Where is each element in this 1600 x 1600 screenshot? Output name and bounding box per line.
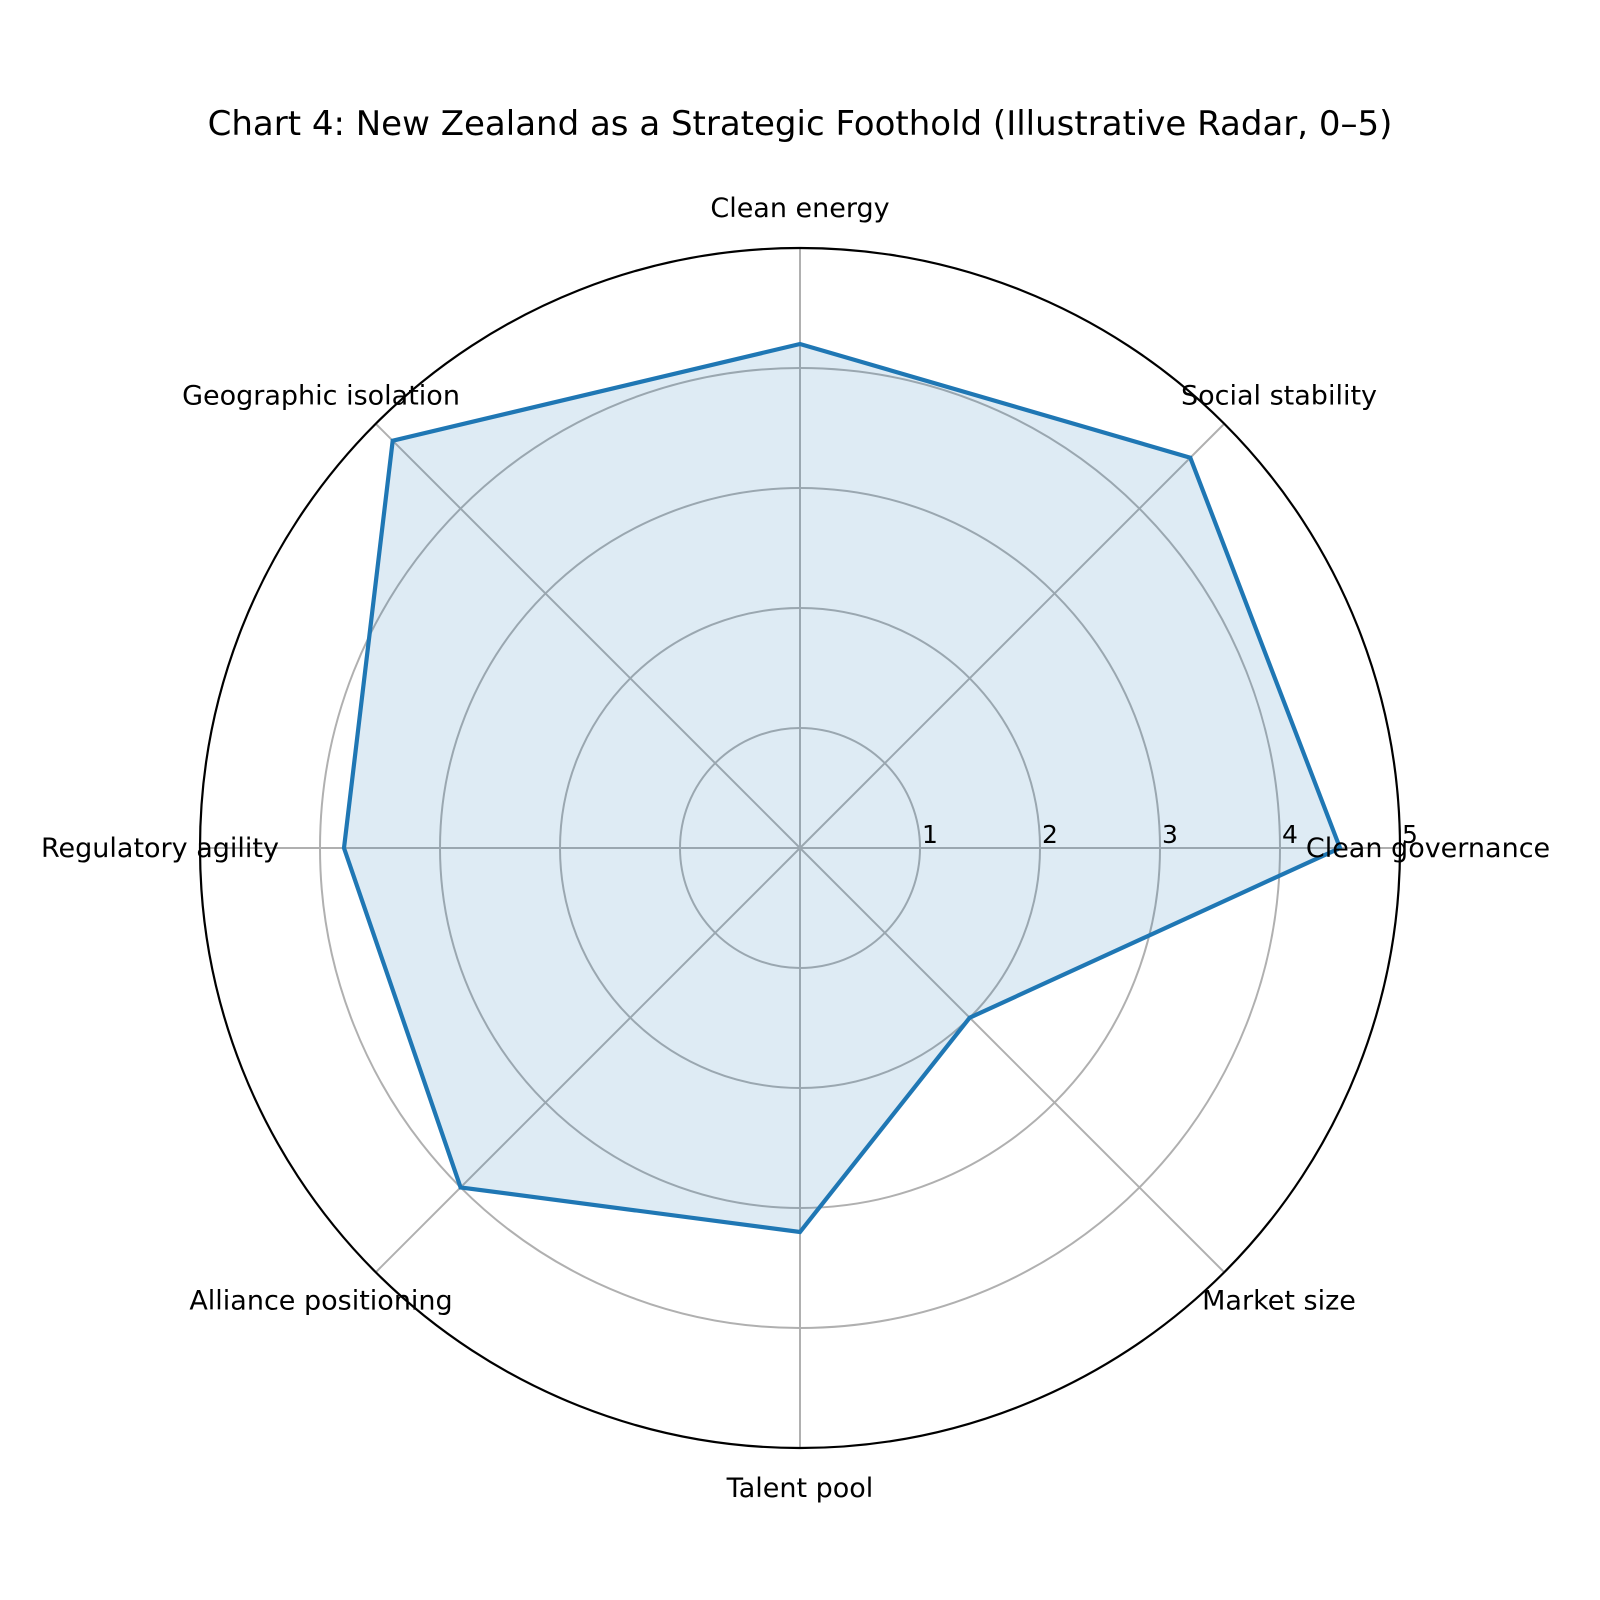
grid-layer [198, 246, 1402, 1450]
spoke-line [375, 847, 801, 1273]
label-layer: Clean governance Social stability Clean en… [41, 193, 1550, 1504]
category-label: Talent pool [726, 1473, 874, 1504]
series-layer [341, 341, 1343, 1235]
category-label: Social stability [1181, 381, 1377, 412]
spoke-line [799, 847, 1225, 1273]
tick-layer: 1 2 3 4 5 [922, 820, 1418, 849]
radial-tick-label: 5 [1402, 820, 1418, 849]
outer-frame [198, 246, 1402, 1450]
spoke-line [375, 423, 801, 849]
chart-title: Chart 4: New Zealand as a Strategic Foot… [208, 104, 1393, 144]
radial-tick-label: 1 [922, 820, 938, 849]
radial-tick-label: 2 [1042, 820, 1058, 849]
radial-tick-label: 3 [1162, 820, 1178, 849]
category-label: Clean energy [710, 193, 889, 224]
category-label: Clean governance [1306, 833, 1550, 864]
category-label: Geographic isolation [182, 381, 460, 412]
radial-tick-label: 4 [1282, 820, 1298, 849]
category-label: Regulatory agility [41, 833, 279, 864]
spoke-line [799, 423, 1225, 849]
category-label: Market size [1202, 1286, 1356, 1317]
category-label: Alliance positioning [189, 1286, 452, 1317]
series-area [344, 344, 1340, 1232]
series-line [341, 341, 1343, 1235]
